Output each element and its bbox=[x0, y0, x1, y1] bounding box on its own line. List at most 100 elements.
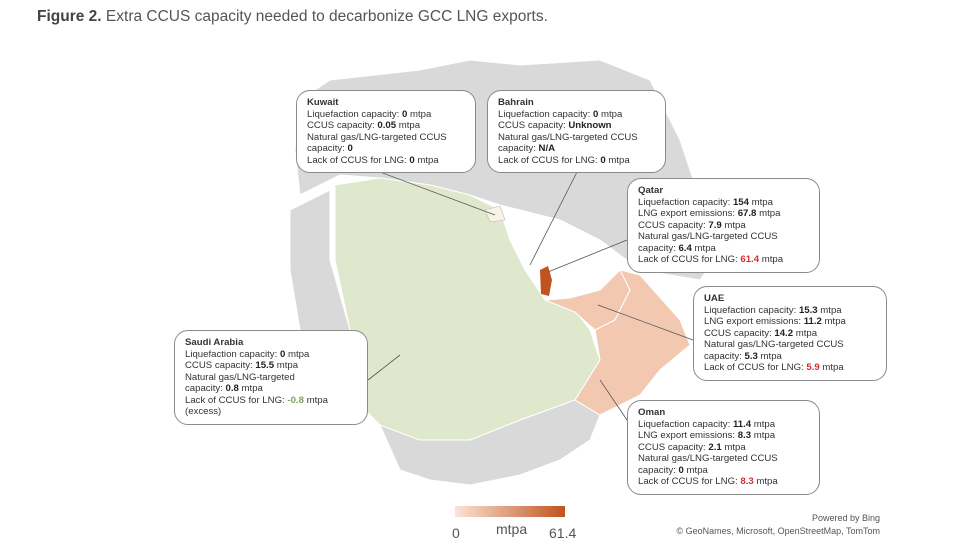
stat-label: Lack of CCUS for LNG: bbox=[307, 154, 410, 166]
stat-value: 0.8 bbox=[225, 383, 239, 394]
stat-line: (excess) bbox=[185, 406, 357, 418]
stat-line: Lack of CCUS for LNG: 8.3 mtpa bbox=[638, 476, 809, 488]
stat-label: LNG export emissions: bbox=[638, 430, 738, 441]
legend-min: 0 bbox=[452, 525, 460, 541]
stat-line: Natural gas/LNG-targeted CCUS bbox=[704, 339, 876, 351]
figure-title: Figure 2. Extra CCUS capacity needed to … bbox=[37, 8, 548, 26]
callout-kuwait: Kuwait Liquefaction capacity: 0 mtpa CCUS … bbox=[296, 90, 476, 173]
country-name: Saudi Arabia bbox=[185, 337, 244, 348]
stat-value: 154 bbox=[732, 196, 749, 208]
stat-line: Liquefaction capacity: 0 mtpa bbox=[307, 109, 465, 121]
stat-line: Lack of CCUS for LNG: 61.4 mtpa bbox=[638, 254, 809, 266]
stat-unit: mtpa bbox=[751, 430, 776, 441]
stat-value: 15.5 bbox=[255, 360, 275, 371]
stat-unit: mtpa bbox=[759, 254, 784, 265]
stat-unit: mtpa bbox=[683, 464, 708, 476]
stat-label: Natural gas/LNG-targeted CCUS bbox=[638, 453, 778, 464]
stat-value: 6.4 bbox=[678, 242, 692, 254]
stat-line: Natural gas/LNG-targeted bbox=[185, 372, 357, 384]
stat-label: Natural gas/LNG-targeted CCUS bbox=[704, 339, 844, 350]
country-qatar bbox=[540, 266, 552, 296]
stat-label: capacity: bbox=[307, 143, 348, 154]
stat-label: CCUS capacity: bbox=[498, 120, 569, 131]
stat-value: 5.3 bbox=[744, 350, 758, 362]
stat-line: capacity: 0 bbox=[307, 143, 465, 155]
stat-line: CCUS capacity: 0.05 mtpa bbox=[307, 120, 465, 132]
stat-line: capacity: N/A bbox=[498, 143, 655, 155]
stat-line: CCUS capacity: 2.1 mtpa bbox=[638, 442, 809, 454]
stat-unit: mtpa bbox=[285, 348, 310, 360]
stat-label: capacity: bbox=[638, 464, 679, 476]
stat-line: Liquefaction capacity: 15.3 mtpa bbox=[704, 305, 876, 317]
stat-unit: mtpa bbox=[821, 316, 846, 327]
figure-caption: Extra CCUS capacity needed to decarboniz… bbox=[105, 8, 548, 25]
stat-label: Liquefaction capacity: bbox=[185, 348, 280, 360]
stat-label: capacity: bbox=[185, 383, 226, 394]
stat-unit: mtpa bbox=[756, 208, 781, 219]
stat-unit: mtpa bbox=[274, 360, 299, 371]
stat-label: CCUS capacity: bbox=[185, 360, 256, 371]
stat-unit: mtpa bbox=[721, 219, 746, 231]
stat-line: Lack of CCUS for LNG: 0 mtpa bbox=[498, 155, 655, 167]
stat-label: Liquefaction capacity: bbox=[307, 108, 402, 120]
stat-value: 2.1 bbox=[708, 441, 722, 453]
stat-label: CCUS capacity: bbox=[307, 120, 378, 131]
stat-line: Liquefaction capacity: 154 mtpa bbox=[638, 197, 809, 209]
stat-label: Natural gas/LNG-targeted bbox=[185, 371, 295, 383]
stat-line: Natural gas/LNG-targeted CCUS bbox=[498, 132, 655, 144]
stat-line: CCUS capacity: 7.9 mtpa bbox=[638, 220, 809, 232]
stat-value: 0 bbox=[592, 108, 599, 120]
stat-line: Liquefaction capacity: 11.4 mtpa bbox=[638, 419, 809, 431]
stat-unit: mtpa bbox=[793, 327, 818, 339]
stat-line: capacity: 6.4 mtpa bbox=[638, 243, 809, 255]
stat-unit: mtpa bbox=[691, 242, 716, 254]
stat-label: (excess) bbox=[185, 406, 222, 417]
stat-unit: mtpa bbox=[817, 304, 842, 316]
stat-label: Liquefaction capacity: bbox=[498, 108, 593, 120]
stat-unit: mtpa bbox=[753, 476, 778, 487]
stat-value: 0 bbox=[401, 108, 408, 120]
stat-label: Natural gas/LNG-targeted CCUS bbox=[307, 131, 447, 143]
stat-value: N/A bbox=[538, 143, 556, 154]
legend-gradient-bar bbox=[455, 506, 565, 517]
stat-value: 8.3 bbox=[740, 476, 754, 487]
stat-label: Natural gas/LNG-targeted CCUS bbox=[638, 231, 778, 242]
stat-label: capacity: bbox=[638, 242, 679, 254]
stat-line: Lack of CCUS for LNG: 5.9 mtpa bbox=[704, 362, 876, 374]
callout-saudi-arabia: Saudi Arabia Liquefaction capacity: 0 mtp… bbox=[174, 330, 368, 425]
stat-label: Lack of CCUS for LNG: bbox=[704, 362, 807, 373]
stat-line: CCUS capacity: 15.5 mtpa bbox=[185, 360, 357, 372]
country-kuwait bbox=[484, 205, 506, 223]
stat-line: LNG export emissions: 8.3 mtpa bbox=[638, 430, 809, 442]
stat-label: Liquefaction capacity: bbox=[704, 304, 799, 316]
country-name: Qatar bbox=[638, 185, 664, 196]
stat-value: 61.4 bbox=[740, 254, 760, 265]
stat-unit: mtpa bbox=[605, 154, 630, 166]
stat-line: LNG export emissions: 11.2 mtpa bbox=[704, 316, 876, 328]
stat-value: 0 bbox=[279, 348, 286, 360]
stat-line: capacity: 0.8 mtpa bbox=[185, 383, 357, 395]
stat-line: CCUS capacity: 14.2 mtpa bbox=[704, 328, 876, 340]
stat-unit: mtpa bbox=[757, 350, 782, 362]
stat-value: 14.2 bbox=[774, 327, 794, 339]
powered-by: Powered by Bing bbox=[811, 513, 880, 523]
country-name: Kuwait bbox=[307, 97, 339, 108]
stat-unit: mtpa bbox=[819, 362, 844, 373]
stat-value: 0.05 bbox=[377, 120, 397, 131]
stat-label: LNG export emissions: bbox=[638, 208, 738, 219]
stat-label: Lack of CCUS for LNG: bbox=[185, 394, 288, 406]
stat-label: Natural gas/LNG-targeted CCUS bbox=[498, 131, 638, 143]
stat-line: Natural gas/LNG-targeted CCUS bbox=[638, 453, 809, 465]
stat-label: CCUS capacity: bbox=[638, 219, 709, 231]
stat-value: 67.8 bbox=[737, 208, 757, 219]
stat-line: CCUS capacity: Unknown bbox=[498, 120, 655, 132]
stat-line: capacity: 0 mtpa bbox=[638, 465, 809, 477]
figure-label: Figure 2. bbox=[37, 8, 102, 25]
stat-unit: mtpa bbox=[303, 394, 328, 406]
stat-line: Natural gas/LNG-targeted CCUS bbox=[638, 231, 809, 243]
stat-value: 0 bbox=[678, 464, 684, 476]
stat-value: 11.2 bbox=[803, 316, 822, 327]
callout-lines bbox=[367, 171, 694, 421]
stat-label: CCUS capacity: bbox=[638, 441, 709, 453]
stat-unit: mtpa bbox=[721, 441, 746, 453]
